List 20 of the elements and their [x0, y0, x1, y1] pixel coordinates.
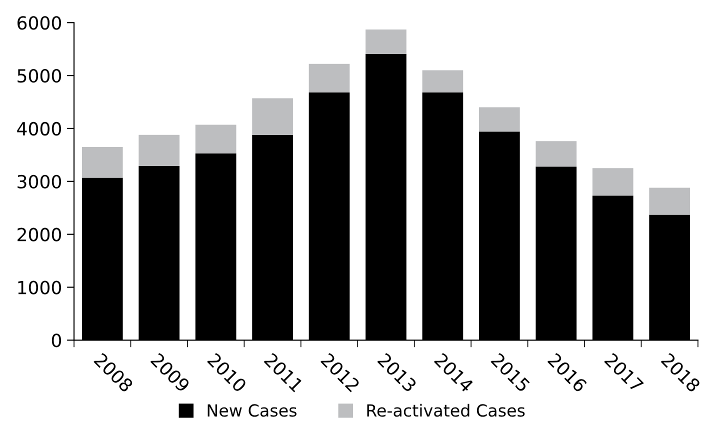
- bar: [536, 141, 577, 167]
- y-tick-label: 1000: [18, 280, 62, 294]
- legend-label: Re-activated Cases: [367, 404, 525, 417]
- y-tick-label: 3000: [18, 174, 62, 189]
- bar: [366, 30, 406, 54]
- bar: [195, 124, 236, 154]
- bar: [422, 70, 464, 92]
- bar: [138, 134, 180, 166]
- y-tick-label: 6000: [18, 16, 62, 30]
- legend-label: New Cases: [208, 404, 296, 417]
- y-tick-label: 0: [52, 334, 62, 348]
- bar: [82, 146, 123, 178]
- bar: [252, 98, 293, 135]
- bar: [308, 64, 350, 92]
- y-tick-label: 4000: [17, 122, 62, 136]
- y-tick-label: 5000: [18, 69, 62, 83]
- bar: [649, 188, 690, 215]
- bar: [592, 168, 634, 196]
- bar: [479, 107, 520, 132]
- y-tick-label: 2000: [18, 228, 62, 242]
